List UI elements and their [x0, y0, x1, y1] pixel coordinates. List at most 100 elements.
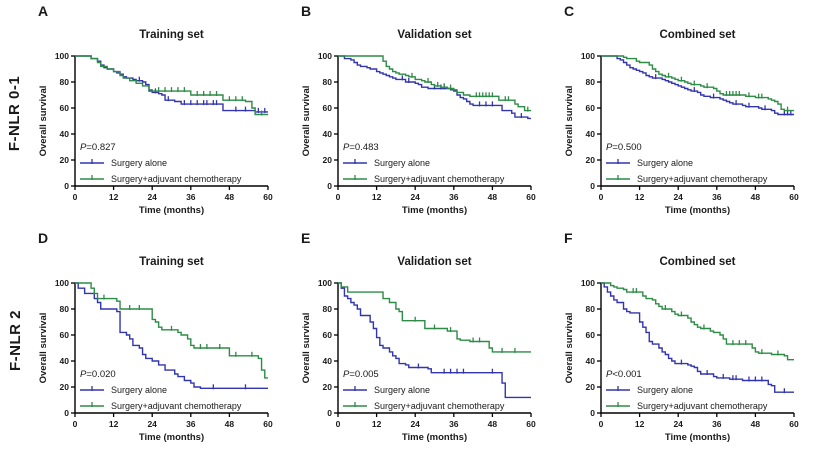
row-label-text: F-NLR 2 — [6, 310, 24, 371]
y-tick-label: 60 — [60, 103, 70, 113]
y-tick-label: 80 — [60, 77, 70, 87]
axes-frame — [74, 56, 268, 187]
panel-A-chart: A Training set 0 20 40 60 80 100 0 12 24 36 48 60 Time… — [38, 3, 273, 216]
x-tick-label: 60 — [789, 192, 799, 202]
survival-curve-surgery_alone — [75, 55, 268, 113]
y-tick-label: 100 — [318, 278, 332, 288]
panel-C: C Combined set 0 20 40 60 80 100 0 12 24 36 48 60 Time… — [556, 0, 819, 227]
legend-label: Surgery alone — [637, 385, 693, 395]
y-axis-label: Overall survival — [564, 313, 575, 384]
panel-title: Training set — [139, 29, 204, 41]
x-tick-label: 24 — [410, 419, 420, 429]
panel-letter: C — [564, 3, 574, 19]
x-tick-label: 48 — [488, 419, 498, 429]
y-tick-label: 20 — [323, 382, 333, 392]
x-tick-label: 0 — [336, 192, 341, 202]
survival-curve-surgery_alone — [338, 55, 531, 120]
x-tick-label: 12 — [109, 419, 119, 429]
panel-B-chart: B Validation set 0 20 40 60 80 100 0 12 24 36 48 60 Ti… — [301, 3, 536, 216]
p-value: P<0.001 — [606, 369, 642, 380]
legend-label: Surgery+adjuvant chemotherapy — [637, 174, 768, 184]
x-tick-label: 36 — [712, 192, 722, 202]
x-axis-label: Time (months) — [139, 205, 204, 216]
x-tick-label: 0 — [599, 419, 604, 429]
y-tick-label: 0 — [590, 181, 595, 191]
y-tick-label: 60 — [60, 330, 70, 340]
axes-frame — [600, 56, 794, 187]
legend-label: Surgery alone — [111, 385, 167, 395]
legend-label: Surgery+adjuvant chemotherapy — [111, 174, 242, 184]
survival-curve-chemo — [338, 55, 531, 112]
x-axis-label: Time (months) — [402, 432, 467, 443]
panel-D-chart: D Training set 0 20 40 60 80 100 0 12 24 36 48 60 Time… — [38, 230, 273, 443]
y-tick-label: 100 — [55, 51, 69, 61]
x-tick-label: 36 — [449, 192, 459, 202]
row-label-fnlr-2: F-NLR 2 — [0, 227, 30, 454]
survival-curve-surgery_alone — [338, 282, 531, 399]
panel-letter: A — [38, 3, 48, 19]
panel-F: F Combined set 0 20 40 60 80 100 0 12 24 36 48 60 Time… — [556, 227, 819, 454]
x-tick-label: 12 — [372, 192, 382, 202]
y-axis-label: Overall survival — [564, 86, 575, 157]
y-tick-label: 0 — [590, 408, 595, 418]
panel-letter: B — [301, 3, 311, 19]
legend-label: Surgery+adjuvant chemotherapy — [637, 401, 768, 411]
x-tick-label: 36 — [449, 419, 459, 429]
x-tick-label: 12 — [109, 192, 119, 202]
y-tick-label: 100 — [581, 51, 595, 61]
y-axis-label: Overall survival — [38, 86, 49, 157]
p-value: P=0.005 — [343, 369, 379, 380]
x-tick-label: 48 — [225, 192, 235, 202]
y-tick-label: 20 — [586, 382, 596, 392]
panel-title: Combined set — [659, 29, 735, 41]
legend-label: Surgery+adjuvant chemotherapy — [374, 174, 505, 184]
x-tick-label: 24 — [147, 192, 157, 202]
y-tick-label: 40 — [60, 129, 70, 139]
x-tick-label: 12 — [635, 192, 645, 202]
survival-curve-chemo — [75, 282, 268, 379]
x-tick-label: 60 — [263, 419, 273, 429]
x-tick-label: 48 — [225, 419, 235, 429]
panel-letter: D — [38, 230, 48, 246]
panel-D: D Training set 0 20 40 60 80 100 0 12 24 36 48 60 Time… — [30, 227, 293, 454]
x-tick-label: 0 — [73, 419, 78, 429]
x-tick-label: 48 — [751, 192, 761, 202]
axes-frame — [600, 283, 794, 414]
y-tick-label: 0 — [64, 181, 69, 191]
y-tick-label: 20 — [323, 155, 333, 165]
panel-B: B Validation set 0 20 40 60 80 100 0 12 24 36 48 60 Ti… — [293, 0, 556, 227]
row-label-fnlr-0-1: F-NLR 0-1 — [0, 0, 30, 227]
axes-frame — [74, 283, 268, 414]
survival-curve-chemo — [601, 282, 794, 361]
legend-label: Surgery alone — [374, 158, 430, 168]
p-value: P=0.483 — [343, 142, 379, 153]
y-tick-label: 100 — [55, 278, 69, 288]
axes-frame — [337, 56, 531, 187]
x-tick-label: 60 — [789, 419, 799, 429]
survival-curve-surgery_alone — [601, 55, 794, 116]
x-tick-label: 12 — [372, 419, 382, 429]
y-axis-label: Overall survival — [301, 86, 312, 157]
y-tick-label: 80 — [323, 304, 333, 314]
y-tick-label: 80 — [60, 304, 70, 314]
panel-E-chart: E Validation set 0 20 40 60 80 100 0 12 24 36 48 60 Ti… — [301, 230, 536, 443]
row-label-text: F-NLR 0-1 — [6, 75, 24, 152]
legend-label: Surgery alone — [637, 158, 693, 168]
y-axis-label: Overall survival — [301, 313, 312, 384]
y-tick-label: 40 — [586, 356, 596, 366]
x-tick-label: 24 — [410, 192, 420, 202]
y-tick-label: 40 — [323, 129, 333, 139]
x-axis-label: Time (months) — [402, 205, 467, 216]
y-tick-label: 60 — [323, 330, 333, 340]
panel-F-chart: F Combined set 0 20 40 60 80 100 0 12 24 36 48 60 Time… — [564, 230, 799, 443]
y-tick-label: 20 — [60, 382, 70, 392]
legend-label: Surgery alone — [111, 158, 167, 168]
panel-letter: F — [564, 230, 573, 246]
x-axis-label: Time (months) — [665, 432, 730, 443]
y-tick-label: 60 — [586, 103, 596, 113]
legend-label: Surgery+adjuvant chemotherapy — [374, 401, 505, 411]
y-tick-label: 80 — [586, 304, 596, 314]
p-value: P=0.500 — [606, 142, 642, 153]
y-tick-label: 20 — [586, 155, 596, 165]
survival-curve-chemo — [75, 55, 268, 116]
